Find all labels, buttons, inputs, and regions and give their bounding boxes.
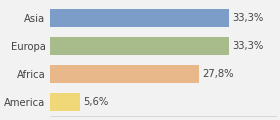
Bar: [50, 65, 199, 83]
Bar: [50, 93, 80, 111]
Text: 27,8%: 27,8%: [202, 69, 234, 79]
Text: 33,3%: 33,3%: [232, 41, 263, 51]
Text: 5,6%: 5,6%: [83, 97, 108, 107]
Bar: [50, 37, 229, 55]
Bar: [50, 9, 229, 27]
Text: 33,3%: 33,3%: [232, 13, 263, 23]
